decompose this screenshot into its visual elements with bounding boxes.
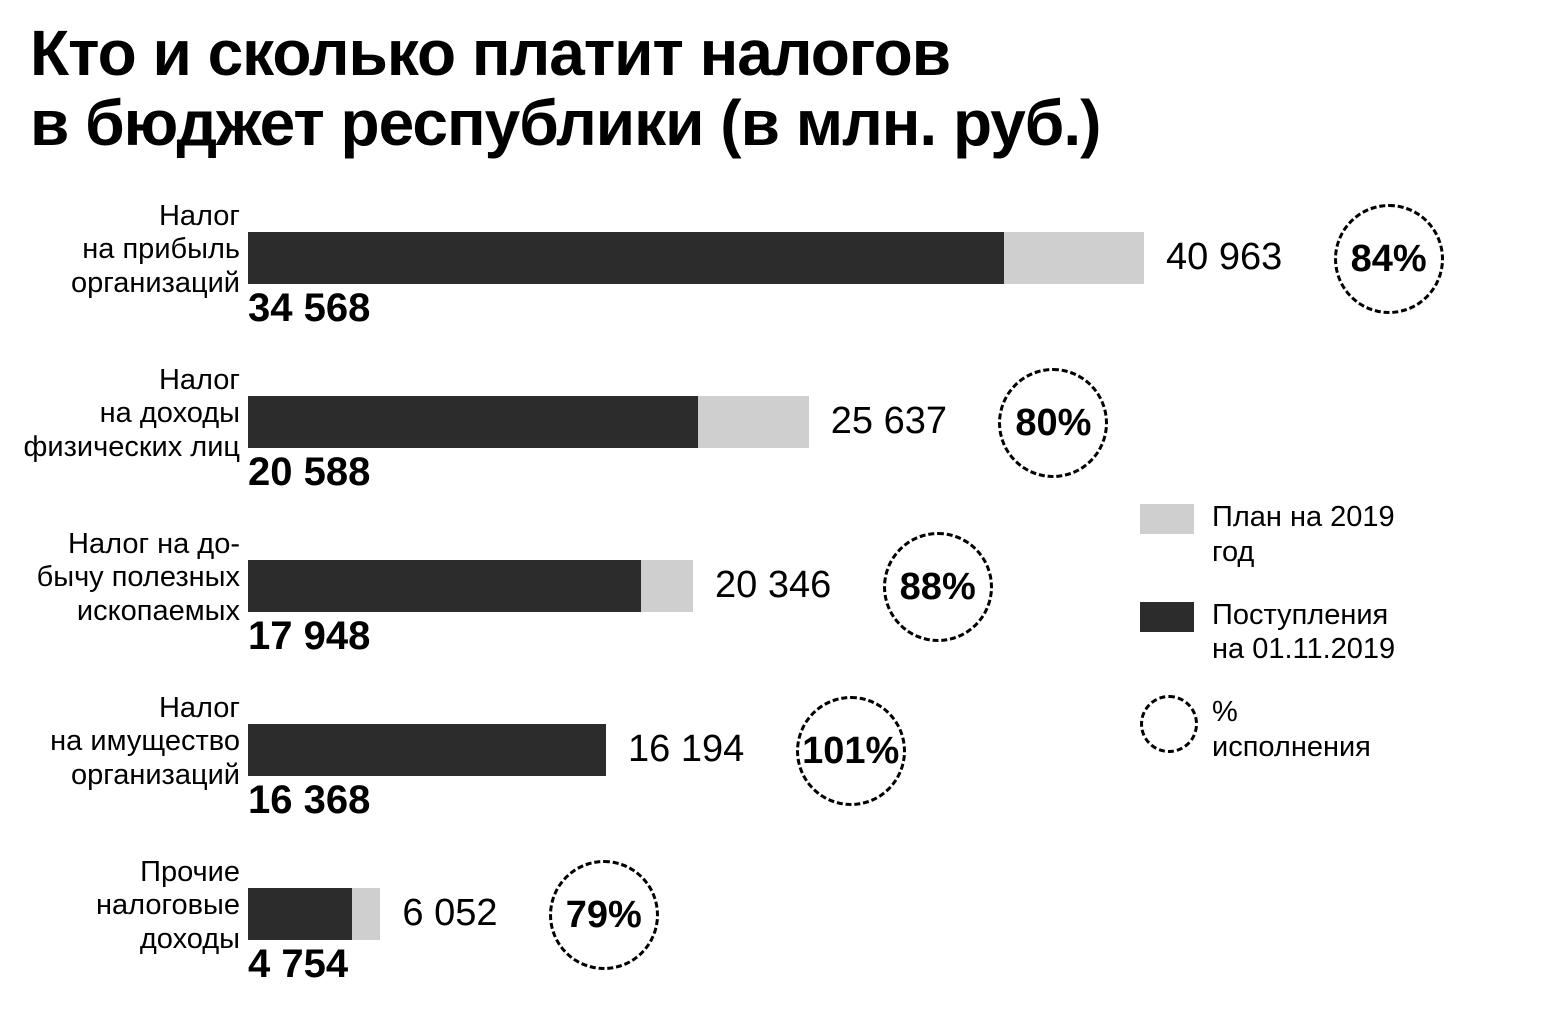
chart-row: Прочиеналоговыедоходы 6 052 4 754 79% — [0, 856, 1547, 1006]
bar-group — [248, 232, 1144, 284]
percent-badge: 84% — [1334, 204, 1444, 314]
legend-text: %исполнения — [1212, 695, 1371, 765]
bar-actual — [248, 724, 606, 776]
title-line-1: Кто и сколько платит налогов — [30, 17, 950, 89]
bar-actual — [248, 560, 641, 612]
category-label: Налогна имуществоорганизаций — [0, 692, 240, 792]
bar-actual — [248, 888, 352, 940]
legend: План на 2019год Поступленияна 01.11.2019%… — [1140, 500, 1395, 793]
percent-badge: 88% — [883, 532, 993, 642]
actual-value: 34 568 — [248, 286, 370, 331]
legend-swatch — [1140, 504, 1194, 534]
legend-text: План на 2019год — [1212, 500, 1395, 570]
bar-group — [248, 724, 606, 776]
bar-group — [248, 560, 693, 612]
legend-text: Поступленияна 01.11.2019 — [1212, 598, 1395, 668]
chart-title: Кто и сколько платит налогов в бюджет ре… — [30, 18, 1100, 159]
actual-value: 16 368 — [248, 778, 370, 823]
actual-value: 20 588 — [248, 450, 370, 495]
legend-circle-icon — [1140, 695, 1198, 753]
bar-group — [248, 396, 809, 448]
chart-row: Налогна прибыльорганизаций 40 963 34 568 84… — [0, 200, 1547, 350]
category-label: Налогна доходыфизических лиц — [0, 364, 240, 464]
legend-item: План на 2019год — [1140, 500, 1395, 570]
actual-value: 4 754 — [248, 942, 348, 987]
percent-badge: 79% — [549, 860, 659, 970]
bar-group — [248, 888, 380, 940]
bar-actual — [248, 232, 1004, 284]
plan-value: 20 346 — [715, 564, 831, 607]
chart-row: Налогна доходыфизических лиц 25 637 20 588… — [0, 364, 1547, 514]
plan-value: 16 194 — [628, 728, 744, 771]
category-label: Прочиеналоговыедоходы — [0, 856, 240, 956]
legend-swatch — [1140, 602, 1194, 632]
legend-item: %исполнения — [1140, 695, 1395, 765]
plan-value: 40 963 — [1166, 236, 1282, 279]
bar-actual — [248, 396, 698, 448]
plan-value: 6 052 — [402, 892, 497, 935]
percent-badge: 80% — [998, 368, 1108, 478]
actual-value: 17 948 — [248, 614, 370, 659]
percent-badge: 101% — [796, 696, 906, 806]
plan-value: 25 637 — [831, 400, 947, 443]
legend-item: Поступленияна 01.11.2019 — [1140, 598, 1395, 668]
category-label: Налогна прибыльорганизаций — [0, 200, 240, 300]
category-label: Налог на до-бычу полезныхископаемых — [0, 528, 240, 628]
title-line-2: в бюджет республики (в млн. руб.) — [30, 87, 1100, 159]
